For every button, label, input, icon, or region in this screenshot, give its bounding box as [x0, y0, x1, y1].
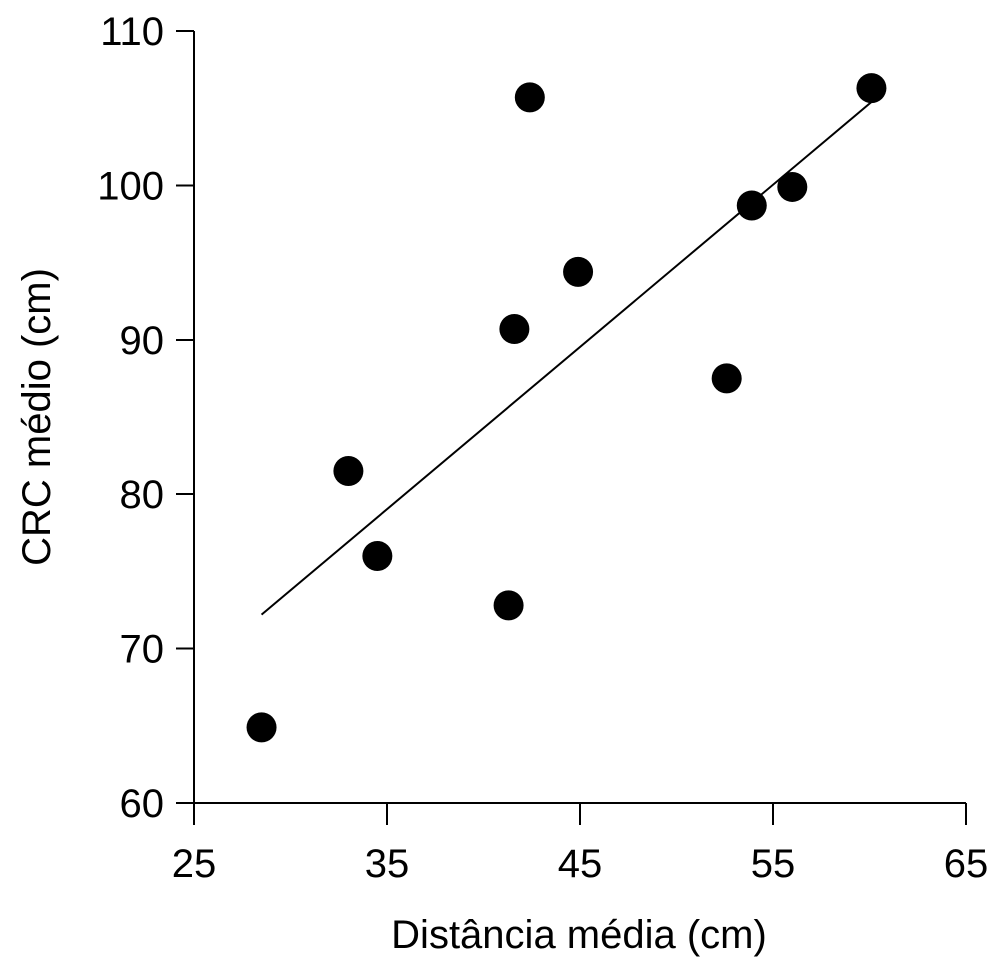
y-tick-label: 100	[97, 164, 164, 208]
scatter-point	[777, 171, 808, 202]
y-ticks: 60 70 80 90 100 110	[97, 10, 194, 826]
scatter-point	[333, 456, 364, 487]
y-tick-label: 80	[120, 473, 165, 517]
scatter-point	[246, 712, 277, 743]
y-tick-label: 60	[120, 782, 165, 826]
y-tick-label: 70	[120, 628, 165, 672]
scatter-point	[563, 256, 594, 287]
scatter-point	[514, 82, 545, 113]
scatter-point	[493, 590, 524, 621]
x-tick-label: 25	[172, 842, 217, 886]
scatter-point	[362, 540, 393, 571]
x-ticks: 25 35 45 55 65	[172, 803, 989, 886]
x-axis-title: Distância média (cm)	[391, 913, 767, 957]
points-layer	[246, 73, 887, 743]
x-tick-label: 65	[944, 842, 989, 886]
scatter-point	[736, 190, 767, 221]
y-tick-label: 90	[120, 319, 165, 363]
x-tick-label: 55	[751, 842, 796, 886]
axes	[193, 31, 966, 804]
scatter-point	[499, 313, 530, 344]
trendline-layer	[260, 101, 873, 616]
trendline	[260, 101, 873, 616]
x-tick-label: 45	[558, 842, 603, 886]
scatter-point	[856, 73, 887, 104]
y-tick-label: 110	[100, 10, 164, 54]
scatter-point	[711, 363, 742, 394]
x-tick-label: 35	[365, 842, 410, 886]
y-axis-title: CRC médio (cm)	[15, 268, 59, 566]
